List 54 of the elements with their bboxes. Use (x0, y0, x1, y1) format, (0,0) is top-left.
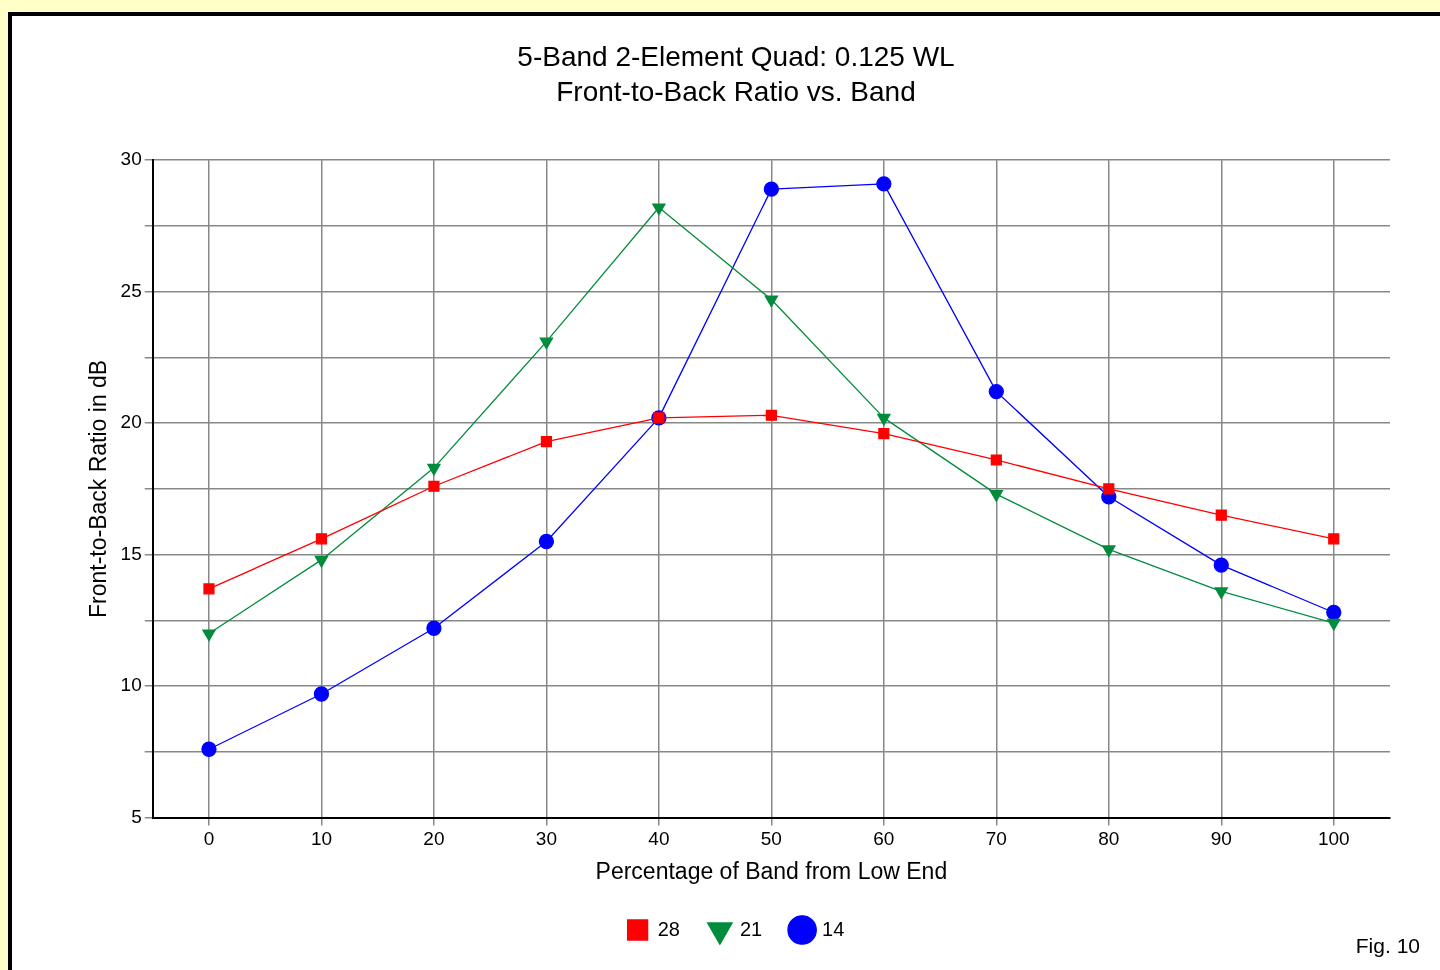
point (1103, 483, 1115, 495)
point (203, 583, 215, 595)
point (1215, 509, 1227, 521)
caption: Fig. 10 (1355, 934, 1420, 958)
point (876, 176, 892, 192)
point (764, 295, 779, 308)
x-axis-title: Percentage of Band from Low End (595, 857, 948, 884)
point (1102, 545, 1116, 558)
point (538, 533, 555, 550)
legend-label: 28 (657, 917, 680, 940)
x-tick-label: 80 (1098, 828, 1120, 850)
legend-label: 14 (822, 917, 845, 940)
point (314, 555, 329, 568)
legend-label: 21 (739, 917, 763, 940)
y-tick-label: 15 (120, 542, 142, 564)
point (877, 413, 891, 426)
point (1327, 618, 1341, 631)
x-tick-label: 60 (873, 828, 895, 850)
y-tick-label: 25 (120, 279, 142, 301)
point (878, 428, 890, 440)
x-tick-label: 10 (310, 828, 333, 850)
chart-title: 5-Band 2-Element Quad: 0.125 WL (517, 40, 955, 72)
point (202, 629, 216, 642)
point (426, 620, 442, 636)
point (428, 480, 440, 492)
x-tick-label: 70 (985, 828, 1007, 850)
point (427, 463, 441, 476)
point (765, 409, 777, 421)
point (988, 383, 1004, 400)
point (1328, 533, 1340, 545)
y-tick-label: 5 (131, 805, 142, 827)
point (763, 181, 780, 197)
y-tick-label: 20 (120, 411, 142, 433)
x-tick-label: 0 (203, 828, 215, 850)
point (539, 337, 554, 350)
point (989, 490, 1004, 502)
point (315, 533, 328, 545)
point (1326, 604, 1342, 621)
x-tick-label: 50 (760, 828, 782, 850)
point (201, 741, 217, 757)
point (1213, 557, 1229, 573)
point (652, 203, 666, 216)
y-tick-label: 30 (120, 148, 142, 170)
y-tick-label: 10 (120, 674, 142, 696)
x-tick-label: 20 (423, 828, 445, 850)
point (990, 454, 1002, 466)
x-tick-label: 30 (535, 828, 557, 850)
point (540, 435, 553, 448)
point (313, 686, 330, 702)
x-tick-label: 100 (1317, 828, 1350, 850)
x-tick-label: 90 (1210, 828, 1232, 850)
y-axis-title: Front-to-Back Ratio in dB (85, 359, 112, 619)
x-tick-label: 40 (648, 828, 670, 850)
point (1214, 587, 1228, 600)
